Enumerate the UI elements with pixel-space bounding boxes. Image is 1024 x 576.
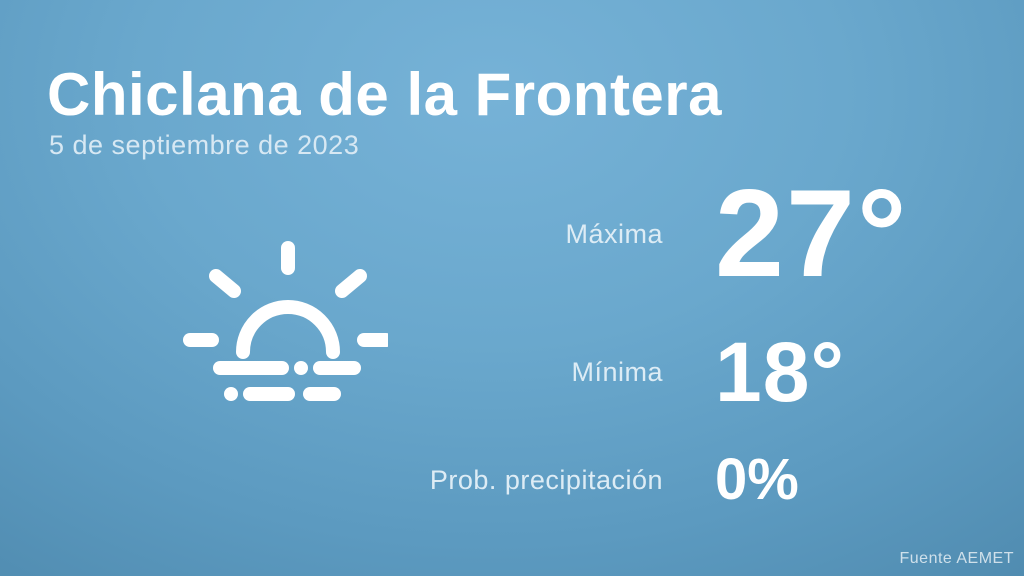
row-max-temperature: Máxima 27° — [0, 165, 1024, 303]
max-temperature-value: 27° — [715, 165, 909, 303]
page-title: Chiclana de la Frontera — [47, 61, 723, 128]
date-subtitle: 5 de septiembre de 2023 — [49, 130, 360, 160]
misty-sunrise-icon — [182, 240, 393, 403]
row-precipitation-probability: Prob. precipitación 0% — [0, 450, 1024, 510]
min-temperature-value: 18° — [715, 325, 846, 419]
precipitation-probability-value: 0% — [715, 447, 799, 512]
header: Chiclana de la Frontera 5 de septiembre … — [47, 61, 723, 161]
min-temperature-label: Mínima — [571, 356, 663, 387]
misty-sunrise-icon-svg — [183, 241, 393, 401]
row-min-temperature: Mínima 18° — [0, 325, 1024, 419]
source-attribution: Fuente AEMET — [899, 550, 1014, 567]
precipitation-probability-label: Prob. precipitación — [429, 464, 663, 495]
max-temperature-label: Máxima — [565, 218, 663, 249]
